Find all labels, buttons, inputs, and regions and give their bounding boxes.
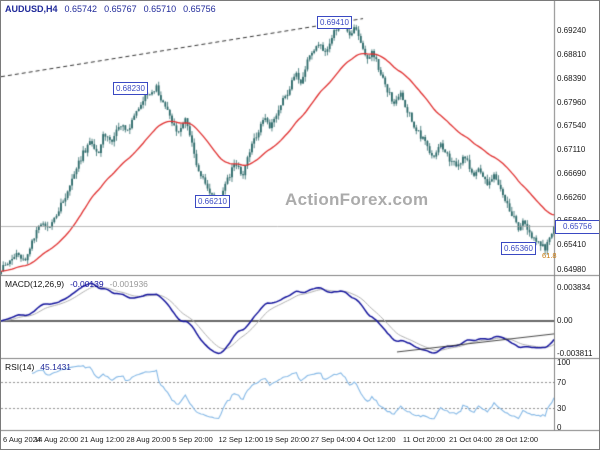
price-axis-label: 0.64980 [557,264,586,274]
price-annotation: 0.66210 [195,194,230,208]
chart-header: AUDUSD,H4 0.65742 0.65767 0.65710 0.6575… [5,4,216,14]
price-axis-label: 0.68390 [557,73,586,83]
price-axis-label: 0.67110 [557,145,586,155]
time-axis-label: 19 Sep 20:00 [264,435,310,444]
time-axis-label: 28 Oct 12:00 [495,435,539,444]
ohlc-low-value: 0.65710 [143,4,177,14]
time-axis-label: 12 Sep 12:00 [218,435,264,444]
rsi-axis-label: 100 [557,358,571,367]
macd-line-value: -0.00139 [70,279,104,289]
current-price-tag: 0.65756 [555,220,599,234]
macd-axis-label: 0.003834 [557,283,591,293]
time-axis-label: 11 Oct 20:00 [402,435,446,444]
price-axis-label: 0.68810 [557,50,586,60]
price-axis-label: 0.69240 [557,26,586,36]
time-axis-label: 5 Sep 20:00 [172,435,213,444]
macd-label: MACD(12,26,9) [5,279,65,289]
time-axis-label: 14 Aug 20:00 [34,435,79,444]
time-axis-label: 28 Aug 20:00 [126,435,171,444]
time-axis-label: 6 Aug 2024 [3,435,41,444]
fib-level-label: 61.8 [542,251,557,260]
time-axis-label: 4 Oct 12:00 [356,435,396,444]
rsi-axis-label: 0 [557,423,562,432]
ohlc-open-value: 0.65742 [64,4,98,14]
macd-panel-title: MACD(12,26,9) -0.00139 -0.001936 [5,279,148,289]
ohlc-high-value: 0.65767 [104,4,137,14]
price-axis-label: 0.65410 [557,240,586,250]
rsi-label: RSI(14) [5,362,35,372]
price-annotation: 0.69410 [317,15,352,29]
price-annotation: 0.68230 [113,81,148,95]
time-axis-label: 21 Oct 04:00 [449,435,492,444]
rsi-panel-title: RSI(14) 45.1431 [5,362,71,372]
price-annotation: 0.65360 [501,242,536,256]
time-axis-label: 21 Aug 12:00 [80,435,125,444]
price-axis-label: 0.67960 [557,97,586,107]
macd-axis-label: -0.003811 [557,348,593,358]
macd-axis-label: 0.00 [557,316,573,325]
ohlc-close-value: 0.65756 [183,4,216,14]
price-axis-label: 0.66260 [557,192,586,202]
rsi-axis-label: 70 [557,377,566,387]
symbol-timeframe-label: AUDUSD,H4 [5,4,58,14]
macd-signal-value: -0.001936 [109,279,148,289]
rsi-value: 45.1431 [40,362,72,372]
time-axis-label: 27 Sep 04:00 [310,435,356,444]
rsi-axis-label: 30 [557,403,566,413]
price-axis-label: 0.66690 [557,168,586,178]
price-axis-label: 0.67540 [557,121,586,131]
